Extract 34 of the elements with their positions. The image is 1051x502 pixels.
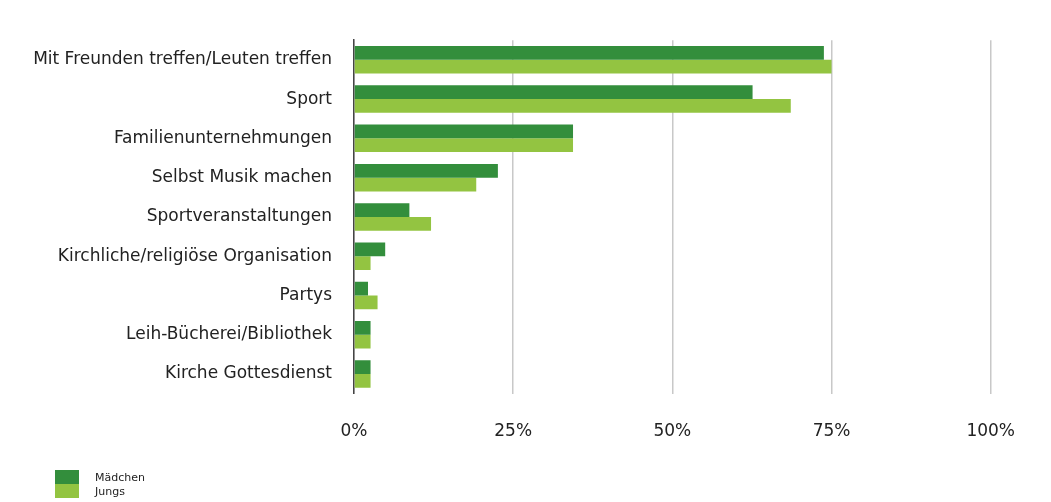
y-tick-label: Selbst Musik machen <box>151 166 332 187</box>
bar <box>354 124 574 139</box>
bar <box>354 256 371 270</box>
x-tick-label: 0% <box>340 420 368 441</box>
y-tick-label: Familienunternehmungen <box>113 126 332 147</box>
bar <box>354 334 371 349</box>
y-tick-label: Kirchliche/religiöse Organisation <box>57 244 332 265</box>
y-tick-label: Leih-Bücherei/Bibliothek <box>126 323 333 344</box>
bar <box>354 138 574 153</box>
bar <box>354 373 371 388</box>
bar <box>354 85 753 100</box>
x-tick-label: 50% <box>653 420 692 441</box>
bar <box>354 320 371 335</box>
bar <box>354 360 371 374</box>
x-tick-label: 100% <box>966 420 1015 441</box>
bar <box>354 242 386 257</box>
y-tick-label: Sport <box>286 87 333 108</box>
bar <box>354 216 432 231</box>
bar <box>354 163 498 178</box>
y-tick-label: Sportveranstaltungen <box>146 205 332 226</box>
x-tick-label: 25% <box>494 420 533 441</box>
y-tick-label: Partys <box>279 283 333 304</box>
bar <box>354 281 369 296</box>
legend-label: Jungs <box>95 484 125 498</box>
bar <box>354 177 477 192</box>
bar <box>354 59 832 74</box>
bar <box>354 46 824 60</box>
bar <box>354 203 410 217</box>
bar <box>354 295 378 310</box>
x-tick-label: 75% <box>812 420 851 441</box>
legend-label: Mädchen <box>95 470 145 484</box>
bar <box>354 99 791 113</box>
y-tick-label: Mit Freunden treffen/Leuten treffen <box>33 48 332 69</box>
y-tick-label: Kirche Gottesdienst <box>165 362 333 383</box>
